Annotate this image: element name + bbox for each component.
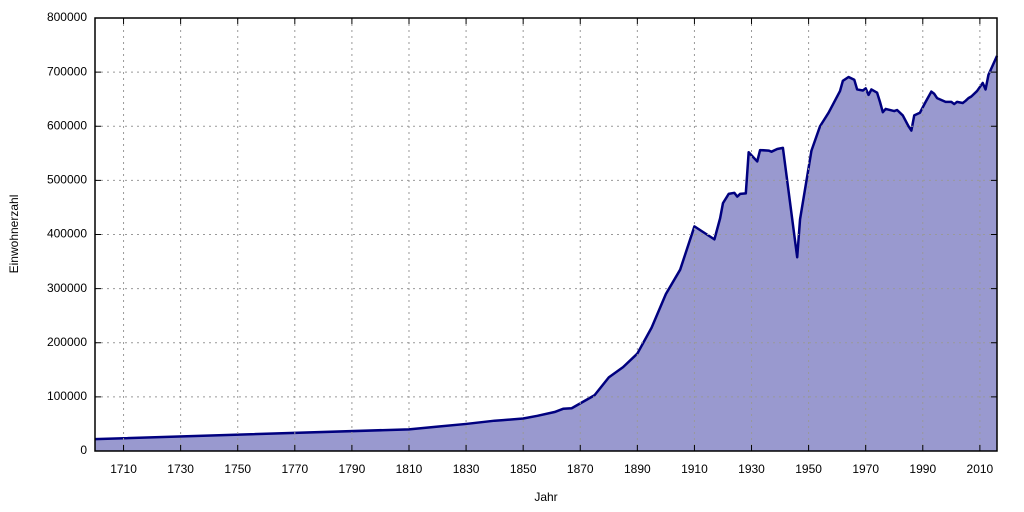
x-tick-label: 1950	[795, 462, 822, 476]
y-tick-label: 800000	[47, 10, 87, 24]
line	[94, 55, 999, 441]
x-tick-label: 1910	[681, 462, 708, 476]
x-tick-label: 2010	[967, 462, 994, 476]
x-tick-label: 1850	[510, 462, 537, 476]
x-tick-label: 1990	[909, 462, 936, 476]
y-tick-label: 500000	[47, 173, 87, 187]
x-tick-label: 1930	[738, 462, 765, 476]
y-tick-label: 100000	[47, 389, 87, 403]
y-tick-label: 0	[80, 443, 87, 457]
y-tick-label: 300000	[47, 281, 87, 295]
x-axis-label: Jahr	[534, 490, 557, 504]
y-axis-label: Einwohnerzahl	[7, 195, 21, 274]
x-tick-label: 1970	[852, 462, 879, 476]
y-tick-label: 400000	[47, 227, 87, 241]
x-tick-label: 1710	[110, 462, 137, 476]
x-tick-label: 1870	[567, 462, 594, 476]
y-tick-label: 200000	[47, 335, 87, 349]
area	[95, 55, 997, 451]
x-tick-label: 1730	[167, 462, 194, 476]
x-tick-label: 1890	[624, 462, 651, 476]
x-tick-label: 1750	[224, 462, 251, 476]
x-tick-label: 1810	[396, 462, 423, 476]
plot-frame	[94, 17, 998, 452]
y-tick-label: 700000	[47, 64, 87, 78]
x-tick-label: 1830	[453, 462, 480, 476]
x-tick-label: 1770	[281, 462, 308, 476]
y-tick-label: 600000	[47, 118, 87, 132]
x-tick-label: 1790	[339, 462, 366, 476]
